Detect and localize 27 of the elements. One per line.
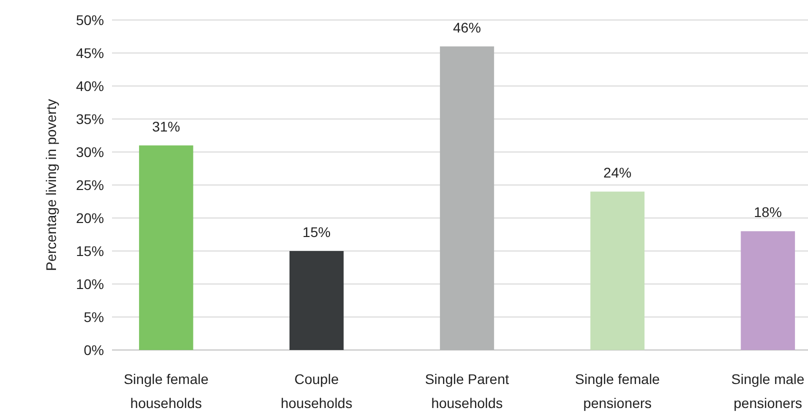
y-tick-label: 10%	[76, 276, 104, 292]
bar	[289, 251, 344, 350]
data-label: 18%	[754, 204, 782, 220]
bar	[590, 192, 645, 350]
data-label: 15%	[302, 224, 331, 240]
y-tick-label: 20%	[76, 210, 104, 226]
x-tick-label: Single Parent households	[424, 371, 510, 411]
y-tick-label: 30%	[76, 144, 104, 160]
x-tick-label: Single female pensioners	[575, 371, 660, 411]
y-tick-label: 40%	[76, 78, 104, 94]
x-tick-label: Single male pensioners	[731, 371, 805, 411]
data-label: 24%	[603, 164, 632, 181]
y-tick-label: 50%	[76, 12, 104, 28]
bar	[139, 145, 194, 350]
bar	[740, 231, 795, 350]
y-tick-label: 35%	[76, 110, 104, 127]
y-tick-label: 5%	[84, 308, 104, 325]
x-tick-label: Single female households	[124, 371, 209, 411]
y-tick-label: 15%	[76, 242, 104, 259]
y-tick-label: 0%	[84, 342, 104, 358]
bar	[440, 46, 494, 350]
data-label: 46%	[452, 19, 482, 36]
data-label: 31%	[152, 118, 180, 134]
y-tick-label: 25%	[76, 176, 104, 193]
y-axis-title: Percentage living in poverty	[43, 99, 59, 271]
x-tick-label: Couple households	[280, 371, 352, 411]
y-tick-label: 45%	[76, 44, 104, 61]
